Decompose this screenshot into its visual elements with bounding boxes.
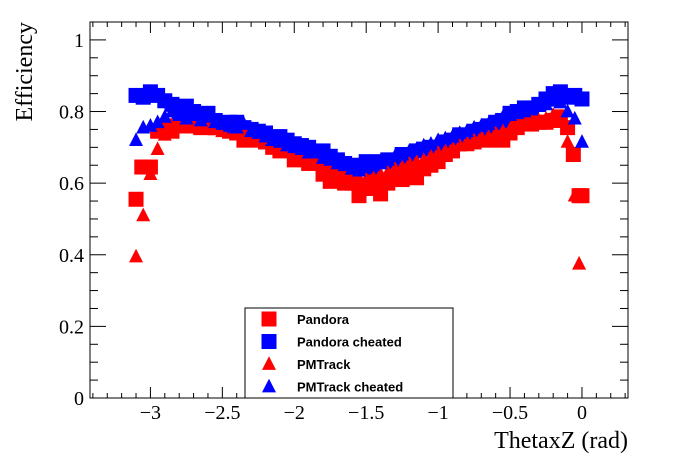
pmtrack-point [503, 121, 518, 136]
x-tick-label: 0 [577, 402, 587, 424]
pmtrack-point [172, 114, 187, 129]
pmtrack-cheated-point [157, 109, 172, 123]
pmtrack-point [539, 110, 554, 125]
pmtrack-cheated-point [294, 141, 309, 155]
x-tick-label: −1.5 [348, 402, 384, 424]
pmtrack-cheated-point [323, 152, 338, 166]
pmtrack-point [416, 152, 431, 166]
pmtrack-cheated-point [129, 132, 144, 147]
pmtrack-cheated-point [380, 152, 395, 166]
pmtrack-cheated-point [352, 162, 366, 177]
pmtrack-cheated-point [251, 125, 266, 139]
pmtrack-point [560, 134, 575, 148]
pmtrack-point [572, 255, 587, 270]
pmtrack-point [143, 166, 158, 181]
pmtrack-point [215, 123, 230, 138]
pmtrack-point [395, 159, 410, 173]
x-tick-label: −3 [140, 402, 161, 424]
y-tick-label: 0 [74, 388, 84, 410]
pmtrack-point [467, 132, 482, 147]
pmtrack-point [179, 119, 194, 134]
pmtrack-cheated-point [186, 107, 201, 121]
legend-label-pandora-cheated: Pandora cheated [297, 335, 402, 350]
pmtrack-cheated-point [308, 144, 323, 159]
y-axis-title: Efficiency [12, 22, 38, 122]
pandora-point [565, 146, 581, 162]
pmtrack-point [150, 141, 165, 155]
y-tick-label: 0.2 [59, 316, 84, 338]
legend-marker-pandora-cheated [261, 334, 277, 349]
x-tick-label: −1 [427, 402, 448, 424]
pmtrack-point [452, 137, 467, 152]
pandora-point [128, 191, 144, 207]
pmtrack-cheated-point [553, 94, 568, 109]
y-tick-label: 0.8 [59, 102, 84, 124]
pmtrack-point [164, 118, 179, 132]
pmtrack-cheated-point [236, 116, 251, 130]
pmtrack-cheated-point [179, 110, 194, 125]
pmtrack-cheated-point [445, 128, 460, 143]
y-tick-label: 1 [74, 30, 84, 52]
pmtrack-point [129, 248, 144, 263]
legend-marker-pandora [261, 311, 277, 327]
pmtrack-point [366, 169, 381, 184]
pmtrack-cheated-point [488, 112, 503, 127]
pmtrack-point [136, 207, 151, 222]
pmtrack-cheated-point [395, 146, 410, 161]
pmtrack-point [438, 143, 453, 157]
y-tick-label: 0.6 [59, 173, 84, 195]
pmtrack-cheated-point [258, 128, 273, 143]
pmtrack-point [553, 109, 568, 123]
pmtrack-cheated-point [423, 135, 438, 150]
data-markers [128, 84, 590, 270]
x-axis-title: ThetaxZ (rad) [494, 428, 628, 454]
legend-label-pmtrack-cheated: PMTrack cheated [297, 380, 403, 395]
axis-ticks [90, 21, 628, 399]
pmtrack-cheated-point [574, 134, 589, 148]
pmtrack-cheated-point [459, 123, 474, 138]
pmtrack-cheated-point [200, 109, 215, 123]
pmtrack-cheated-point [560, 103, 575, 118]
pmtrack-cheated-point [229, 119, 244, 134]
legend-marker-pmtrack [262, 356, 276, 370]
pmtrack-cheated-point [539, 96, 554, 111]
x-tick-label: −0.5 [492, 402, 528, 424]
pmtrack-cheated-point [172, 107, 187, 121]
pmtrack-cheated-point [164, 103, 179, 118]
x-tick-label: −2 [284, 402, 305, 424]
pmtrack-cheated-point [193, 112, 208, 127]
pmtrack-cheated-point [272, 134, 287, 148]
pmtrack-cheated-point [150, 114, 165, 129]
pmtrack-cheated-point [517, 103, 532, 118]
x-tick-label: −2.5 [204, 402, 240, 424]
x-tick-labels: −3 −2.5 −2 −1.5 −1 −0.5 0 [140, 402, 587, 424]
pmtrack-cheated-point [481, 116, 496, 130]
pmtrack-point [157, 127, 172, 141]
pmtrack-point [380, 164, 395, 179]
pmtrack-cheated-point [409, 141, 424, 155]
legend-marker-pmtrack-cheated [262, 378, 276, 393]
pmtrack-point [481, 128, 496, 143]
legend-label-pandora: Pandora [297, 312, 350, 327]
y-tick-label: 0.4 [59, 245, 84, 267]
legend: Pandora Pandora cheated PMTrack PMTrack che… [244, 307, 454, 399]
y-tick-labels: 0 0.2 0.4 0.6 0.8 1 [59, 30, 84, 410]
pmtrack-point [567, 187, 582, 202]
pmtrack-cheated-point [143, 118, 158, 132]
legend-box [244, 307, 454, 399]
pmtrack-cheated-point [337, 157, 352, 172]
pmtrack-point [337, 164, 352, 179]
pmtrack-cheated-point [373, 155, 388, 170]
pandora-cheated-point [574, 91, 590, 107]
legend-label-pmtrack: PMTrack [297, 357, 351, 372]
pmtrack-point [423, 148, 438, 163]
pmtrack-cheated-point [567, 110, 582, 125]
